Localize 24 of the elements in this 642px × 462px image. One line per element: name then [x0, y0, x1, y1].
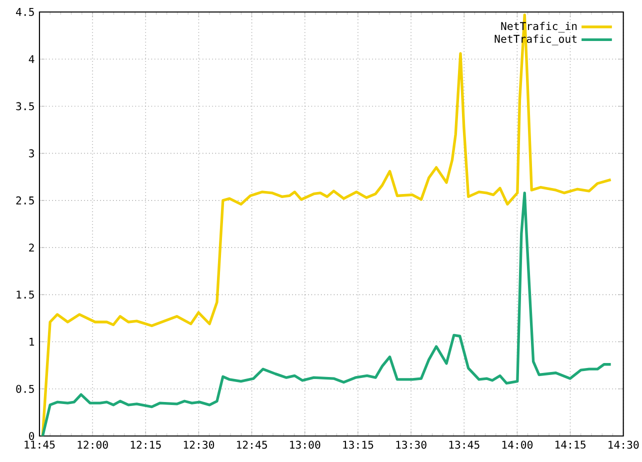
x-tick-label: 12:00: [78, 440, 108, 449]
y-tick-label: 0.5: [16, 384, 34, 393]
x-tick-label: 12:15: [130, 440, 161, 449]
x-tick-label: 14:00: [502, 440, 533, 449]
y-tick-label: 1.5: [16, 290, 34, 299]
y-tick-label: 4.5: [16, 8, 34, 16]
x-tick-label: 13:00: [290, 440, 320, 449]
y-tick-label: 2: [29, 244, 34, 252]
x-tick-label: 13:45: [449, 440, 480, 449]
x-tick-label: 13:30: [396, 440, 426, 449]
x-tick-label: 12:30: [184, 440, 214, 449]
x-tick-label: 13:15: [343, 440, 374, 449]
line-series: [41, 192, 612, 436]
y-tick-label: 3.5: [16, 102, 34, 110]
y-tick-label: 1: [30, 338, 34, 346]
y-tick-label: 0: [29, 432, 34, 440]
x-tick-label: 12:45: [237, 440, 267, 449]
y-tick-label: 4: [28, 55, 34, 63]
x-tick-label: 11:45: [24, 440, 55, 449]
x-tick-label: 14:30: [608, 440, 639, 449]
y-tick-label: 2.5: [16, 196, 34, 204]
x-tick-label: 14:15: [555, 440, 586, 449]
line-series: [41, 13, 612, 436]
y-tick-label: 3: [29, 149, 34, 158]
